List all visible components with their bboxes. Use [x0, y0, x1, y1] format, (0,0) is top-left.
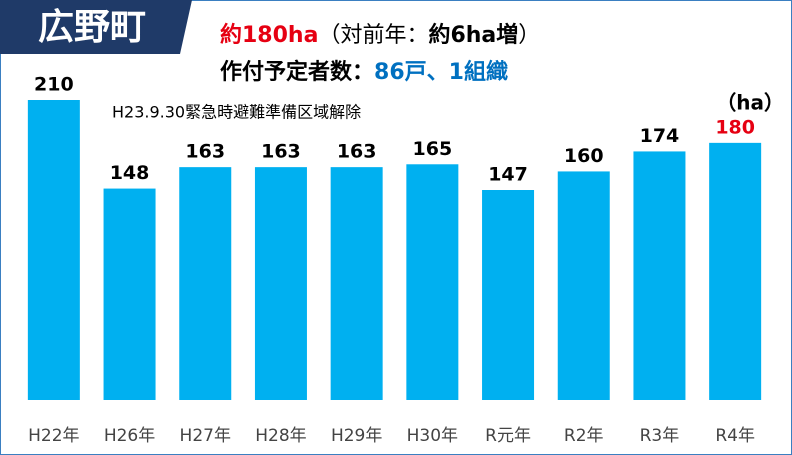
- bar: [330, 167, 383, 400]
- title-segment: （対前年：: [318, 23, 428, 48]
- x-tick-label: H22年: [28, 426, 79, 446]
- x-tick-label: H30年: [407, 426, 458, 446]
- value-label: 148: [110, 162, 150, 184]
- value-label: 163: [261, 141, 301, 163]
- chart-title: 約180ha（対前年：約6ha増）: [220, 22, 540, 48]
- x-tick-label: H28年: [255, 426, 306, 446]
- bar: [27, 100, 80, 400]
- x-tick-label: R3年: [640, 426, 680, 446]
- title-segment: 約180ha: [220, 22, 318, 48]
- value-label: 160: [564, 145, 604, 167]
- bar: [103, 188, 156, 400]
- bar: [406, 164, 459, 400]
- x-tick-label: H26年: [104, 426, 155, 446]
- value-label: 163: [185, 141, 225, 163]
- bar: [254, 167, 307, 400]
- x-tick-label: R元年: [485, 426, 531, 446]
- bar: [633, 151, 686, 400]
- x-tick-label: H29年: [331, 426, 382, 446]
- x-tick-label: R2年: [564, 426, 604, 446]
- x-tick-label: R4年: [715, 426, 755, 446]
- chart-subtitle: 作付予定者数：86戸、1組織: [220, 59, 508, 85]
- value-label: 210: [34, 74, 74, 96]
- title-segment: 約6ha増: [428, 22, 518, 48]
- annotation: H23.9.30緊急時避難準備区域解除: [112, 103, 361, 122]
- x-tick-label: H27年: [180, 426, 231, 446]
- value-label: 163: [337, 141, 377, 163]
- title-segment: ）: [518, 23, 540, 48]
- bar: [179, 167, 232, 400]
- value-label: 180: [715, 116, 755, 138]
- badge-text: 広野町: [38, 7, 146, 48]
- unit-label: （ha）: [716, 91, 784, 115]
- value-label: 174: [640, 125, 680, 147]
- value-label: 165: [413, 138, 453, 160]
- title-segment: 86戸、1組織: [374, 59, 508, 85]
- title-segment: 作付予定者数：: [220, 59, 374, 85]
- badge-box: [0, 0, 192, 54]
- bar: [557, 171, 610, 400]
- bar: [709, 142, 762, 400]
- value-label: 147: [488, 164, 528, 186]
- bar: [482, 190, 535, 400]
